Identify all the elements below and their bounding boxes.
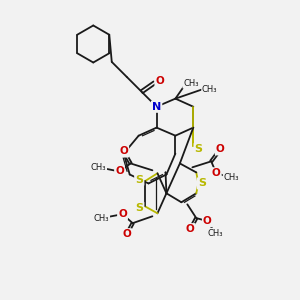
Text: S: S bbox=[198, 178, 206, 188]
Text: CH₃: CH₃ bbox=[207, 229, 223, 238]
Text: O: O bbox=[203, 216, 212, 226]
Text: O: O bbox=[115, 167, 124, 176]
Text: O: O bbox=[118, 209, 127, 219]
Text: O: O bbox=[122, 229, 131, 239]
Text: S: S bbox=[195, 144, 203, 154]
Text: O: O bbox=[216, 144, 224, 154]
Text: O: O bbox=[212, 168, 221, 178]
Text: CH₃: CH₃ bbox=[91, 163, 106, 172]
Text: CH₃: CH₃ bbox=[224, 173, 239, 182]
Text: S: S bbox=[135, 175, 143, 185]
Text: N: N bbox=[152, 102, 161, 112]
Text: O: O bbox=[186, 224, 195, 234]
Text: O: O bbox=[119, 146, 128, 157]
Text: CH₃: CH₃ bbox=[94, 214, 110, 223]
Text: O: O bbox=[155, 76, 164, 86]
Text: CH₃: CH₃ bbox=[202, 85, 218, 94]
Text: S: S bbox=[135, 202, 143, 213]
Text: CH₃: CH₃ bbox=[183, 79, 199, 88]
